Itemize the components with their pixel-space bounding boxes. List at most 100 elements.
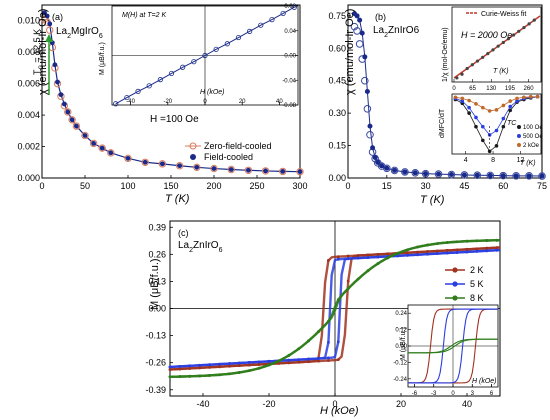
inset-b1-point — [512, 33, 516, 37]
hysteresis-point — [327, 319, 330, 323]
panel-a-ytick-label: 0.002 — [17, 142, 40, 152]
b-fc-point — [357, 17, 363, 23]
inset-a-point — [146, 83, 152, 89]
panel-a-xlabel: T (K) — [165, 193, 190, 205]
hysteresis-point — [307, 357, 310, 361]
hysteresis-point — [346, 254, 350, 258]
fc-point — [160, 161, 165, 167]
inset-b1-data — [455, 18, 536, 80]
panel-c-inset: -6 -3 0 3 6 -0.24 -0.12 0.00 0.12 0.24 H (kOe) M … — [393, 304, 499, 397]
panel-b-ytick-label: 0.00 — [328, 173, 346, 183]
panel-a-ylabel: χ (emu/mol-Ir Oe) — [37, 9, 49, 95]
hysteresis-point — [327, 359, 330, 362]
panel-b-ytick-label: 0.30 — [328, 108, 346, 118]
inset-b2-frame — [451, 93, 542, 155]
panel-c-ytick-label: -0.26 — [145, 358, 166, 368]
fc-point — [194, 164, 200, 170]
panel-b-ytick-label: 0.45 — [328, 76, 346, 86]
inset-b1-point — [517, 29, 521, 33]
hysteresis-point — [188, 367, 192, 370]
fc-point — [55, 79, 60, 85]
inset-c-ylabel: M (μB/f.u.) — [400, 327, 407, 360]
b-zfc-point — [353, 27, 361, 35]
inset-a-ytick-label: 0.04 — [284, 29, 296, 35]
inset-b2-point — [515, 96, 519, 101]
hysteresis-point — [257, 366, 261, 370]
inset-b2-legend-marker — [517, 125, 521, 129]
hysteresis-point — [257, 363, 261, 366]
hysteresis-point — [247, 363, 251, 367]
inset-c-branch — [408, 308, 498, 384]
b-fc-point — [526, 173, 532, 179]
panel-b-inset-top: 0 65 130 195 260 Curie-Weiss fit H = 2000 Oe… — [442, 6, 542, 92]
fc-point — [263, 168, 268, 174]
inset-b2-point — [467, 105, 471, 110]
hysteresis-point — [208, 363, 212, 367]
inset-b1-xtick-label: 130 — [486, 86, 497, 92]
panel-a-data — [40, 10, 304, 176]
b-zfc-point — [499, 171, 508, 180]
inset-b1-point — [481, 55, 485, 59]
inset-a-xtick-label: 20 — [239, 99, 246, 105]
inset-a-point — [113, 101, 119, 107]
inset-a-curve — [115, 6, 295, 105]
inset-b1-point — [460, 72, 464, 76]
hysteresis-point — [267, 363, 271, 367]
fc-point — [142, 159, 148, 165]
hysteresis-point — [218, 373, 221, 377]
b-fc-point — [500, 173, 506, 179]
hysteresis-point — [327, 356, 330, 360]
b-zfc-point — [486, 171, 495, 180]
hysteresis-point — [435, 242, 439, 246]
panel-b-sample: La2ZnIrO6 — [373, 25, 420, 39]
zfc-point — [124, 154, 132, 163]
inset-b1-ylabel: 1/χ (mol-Oe/emu) — [442, 27, 449, 82]
b-fc-point — [364, 89, 370, 94]
inset-b2-point — [501, 116, 506, 121]
inset-a-xtick-label: 0 — [203, 99, 207, 105]
panel-a-xtick-label: 300 — [292, 181, 307, 191]
hysteresis-point — [465, 239, 469, 243]
hysteresis-point — [336, 340, 340, 344]
fc-point — [69, 117, 75, 123]
b-zfc-point — [355, 40, 364, 48]
hysteresis-point — [406, 248, 409, 252]
hysteresis-point — [228, 364, 231, 368]
inset-c-ytick-label: 0.24 — [395, 311, 407, 317]
hysteresis-point — [307, 360, 310, 364]
hysteresis-point — [445, 241, 449, 244]
inset-b2-point — [474, 124, 478, 129]
hysteresis-point — [287, 358, 291, 362]
panel-b-xlabel: T (K) — [420, 194, 445, 206]
inset-a-xtick-label: -40 — [126, 99, 135, 105]
panel-c-xtick-label: 0 — [332, 399, 337, 409]
inset-a-data — [113, 4, 297, 107]
zfc-point — [261, 167, 270, 175]
panel-a-ticks: 0 50 100 150 200 250 3000.0000.0020.0040.0060.… — [17, 16, 307, 191]
legend-fc-marker — [190, 154, 196, 160]
zfc-point — [46, 26, 54, 34]
inset-a-point — [124, 94, 130, 101]
fc-point — [65, 109, 71, 115]
hysteresis-point — [495, 238, 499, 242]
inset-a-ytick-label: -0.08 — [282, 103, 296, 109]
panel-c-ytick-label: -0.39 — [145, 385, 166, 395]
hysteresis-point — [475, 247, 479, 251]
b-fc-point — [370, 145, 376, 151]
zfc-point — [68, 116, 76, 124]
b-zfc-point — [447, 170, 456, 179]
inset-b2-point — [474, 115, 478, 120]
inset-a-xlabel: H (kOe) — [200, 89, 225, 96]
b-fc-point — [354, 13, 360, 19]
hysteresis-point — [297, 360, 301, 364]
inset-a-ylabel: M (μB/f.u.) — [99, 42, 106, 75]
hysteresis-point — [376, 252, 380, 256]
hysteresis-point — [218, 362, 221, 366]
b-zfc-point — [401, 168, 409, 176]
fc-point — [297, 169, 303, 175]
hysteresis-point — [465, 250, 469, 254]
hysteresis-point — [406, 251, 409, 255]
inset-b1-point — [522, 25, 526, 30]
inset-a-point — [202, 52, 208, 59]
fc-point — [91, 141, 96, 146]
